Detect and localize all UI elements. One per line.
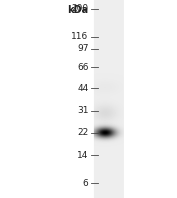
Text: 116: 116 xyxy=(71,32,88,41)
Text: 6: 6 xyxy=(83,179,88,188)
Text: 14: 14 xyxy=(77,151,88,160)
Text: 66: 66 xyxy=(77,63,88,72)
Text: 31: 31 xyxy=(77,106,88,115)
Text: kDa: kDa xyxy=(67,5,88,15)
Text: 97: 97 xyxy=(77,44,88,53)
Text: 44: 44 xyxy=(77,84,88,93)
Text: 200: 200 xyxy=(71,4,88,13)
Text: 22: 22 xyxy=(77,128,88,137)
